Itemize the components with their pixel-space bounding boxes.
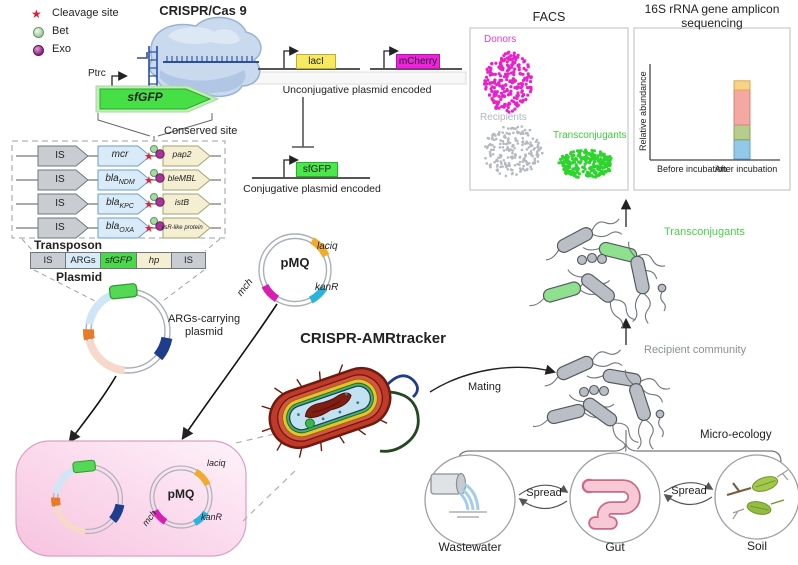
mating-label: Mating bbox=[468, 381, 501, 394]
soil-label: Soil bbox=[727, 540, 787, 554]
micro-ecology-label: Micro-ecology bbox=[700, 429, 772, 442]
cleavage-star-icon: ★ bbox=[31, 8, 42, 20]
transposon-seg-args: ARGs bbox=[65, 252, 101, 269]
conserved-site-label: Conserved site bbox=[164, 125, 237, 138]
figure-canvas: ★ Cleavage site Bet Exo CRISPR/Cas 9 Ptr… bbox=[0, 0, 798, 565]
args-plasmid-label: plasmid bbox=[163, 326, 245, 339]
stacked-bar bbox=[734, 81, 750, 159]
exo-sphere-icon bbox=[33, 45, 44, 56]
gut-label: Gut bbox=[585, 541, 645, 555]
recipient-community-label: Recipient community bbox=[644, 344, 746, 357]
tracker-bacterium-icon bbox=[250, 352, 419, 467]
args-plasmid-icon bbox=[81, 283, 175, 377]
inhibition-tbar-icon bbox=[292, 97, 314, 147]
arg-gene-label: mcr bbox=[98, 149, 142, 163]
spread-label: Spread bbox=[662, 485, 716, 498]
cas9-protein-icon bbox=[149, 17, 261, 96]
cleavage-star-icon: ★ bbox=[144, 152, 154, 163]
sfgfp-arrow-label: sfGFP bbox=[110, 91, 180, 105]
kanr-label: kanR bbox=[315, 282, 338, 294]
arg-gene-label: blaKPC bbox=[98, 197, 142, 211]
plasmid-backbone-band bbox=[252, 72, 466, 84]
transposon-title: Transposon bbox=[34, 239, 102, 253]
target-gene-label: ysR-like protein bbox=[159, 225, 205, 232]
args-to-cell-arrow bbox=[70, 376, 116, 441]
unconjugative-label: Unconjugative plasmid encoded bbox=[262, 84, 452, 96]
crispr-title: CRISPR/Cas 9 bbox=[128, 4, 278, 19]
laciq-label: laciq bbox=[207, 458, 226, 468]
bet-sphere-icon bbox=[33, 27, 44, 38]
x-tick-after: After incubation bbox=[706, 164, 786, 174]
target-gene-label: pap2 bbox=[161, 150, 203, 160]
legend-item-label: Bet bbox=[52, 25, 69, 38]
is-label: IS bbox=[40, 198, 80, 210]
transposon-seg-sfgfp: sfGFP bbox=[100, 252, 137, 269]
arg-gene-label: blaNDM bbox=[98, 173, 142, 187]
transconjugants-cluster-icon bbox=[527, 211, 668, 331]
construct-lines bbox=[252, 51, 462, 178]
is-label: IS bbox=[40, 222, 80, 234]
legend-item-label: Cleavage site bbox=[52, 7, 119, 20]
kanr-label: kanR bbox=[201, 512, 222, 522]
facs-title: FACS bbox=[470, 10, 628, 24]
transconjugants-community-label: Transconjugants bbox=[664, 226, 745, 239]
y-axis-label: Relative abundance bbox=[638, 68, 648, 154]
sfgfp-gene-box: sfGFP bbox=[296, 162, 338, 177]
transposon-seg-hp: hp bbox=[136, 252, 172, 269]
wastewater-label: Wastewater bbox=[420, 541, 520, 555]
recipients-label: Recipients bbox=[480, 112, 527, 124]
laci-gene-box: lacI bbox=[296, 54, 336, 69]
conjugative-label: Conjugative plasmid encoded bbox=[222, 183, 402, 195]
transposon-seg-is: IS bbox=[171, 252, 206, 269]
ecology-circles bbox=[425, 453, 798, 545]
sequencing-title: 16S rRNA gene amplicon bbox=[630, 3, 794, 17]
transposon-seg-is: IS bbox=[30, 252, 66, 269]
legend-item-label: Exo bbox=[52, 43, 71, 56]
is-label: IS bbox=[40, 174, 80, 186]
laciq-label: laciq bbox=[317, 241, 338, 253]
sequencing-title: sequencing bbox=[630, 17, 794, 31]
pmq-name-label: pMQ bbox=[161, 488, 201, 502]
plasmid-title: Plasmid bbox=[56, 271, 102, 285]
facs-panel bbox=[470, 28, 628, 190]
spread-label: Spread bbox=[517, 487, 571, 500]
transconjugants-facs-label: Transconjugants bbox=[553, 130, 627, 142]
is-label: IS bbox=[40, 150, 80, 162]
cleavage-star-icon: ★ bbox=[144, 224, 154, 235]
args-plasmid-label: ARGs-carrying bbox=[163, 313, 245, 326]
cleavage-star-icon: ★ bbox=[144, 200, 154, 211]
donors-label: Donors bbox=[484, 34, 516, 46]
target-gene-label: bleMBL bbox=[161, 174, 203, 184]
tracker-title: CRISPR-AMRtracker bbox=[287, 330, 459, 347]
pmq-name-label: pMQ bbox=[275, 256, 315, 271]
recipient-cluster-icon bbox=[530, 342, 671, 454]
ptrc-promoter-label: Ptrc bbox=[88, 68, 106, 80]
mcherry-gene-box: mCherry bbox=[396, 54, 440, 69]
target-gene-label: istB bbox=[161, 198, 203, 208]
cleavage-star-icon: ★ bbox=[144, 176, 154, 187]
arg-gene-label: blaOXA bbox=[98, 221, 142, 235]
